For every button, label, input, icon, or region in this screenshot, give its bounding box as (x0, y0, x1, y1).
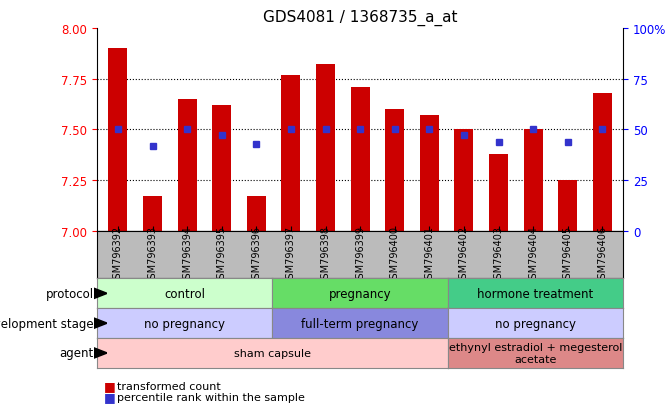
Bar (385, 110, 404, 231)
Text: pregnancy: pregnancy (329, 287, 391, 300)
Polygon shape (94, 348, 107, 358)
Text: control: control (164, 287, 205, 300)
Bar (350, 88, 370, 231)
Bar (524, 130, 543, 231)
Polygon shape (94, 318, 107, 329)
Text: no pregnancy: no pregnancy (144, 317, 225, 330)
Bar (316, 65, 335, 231)
Bar (212, 106, 231, 231)
Bar (281, 76, 300, 231)
Bar (489, 154, 508, 231)
Polygon shape (94, 288, 107, 299)
Text: full-term pregnancy: full-term pregnancy (302, 317, 419, 330)
Bar (178, 100, 196, 231)
Text: sham capsule: sham capsule (234, 348, 311, 358)
Bar (420, 116, 439, 231)
Title: GDS4081 / 1368735_a_at: GDS4081 / 1368735_a_at (263, 10, 458, 26)
Text: development stage: development stage (0, 317, 94, 330)
Text: protocol: protocol (46, 287, 94, 300)
Text: percentile rank within the sample: percentile rank within the sample (117, 392, 305, 402)
Bar (143, 197, 162, 231)
Text: hormone treatment: hormone treatment (477, 287, 594, 300)
Text: agent: agent (60, 347, 94, 360)
Text: transformed count: transformed count (117, 381, 221, 391)
Bar (454, 130, 474, 231)
Text: ■: ■ (104, 379, 116, 392)
Text: ■: ■ (104, 390, 116, 404)
Text: ethynyl estradiol + megesterol
acetate: ethynyl estradiol + megesterol acetate (449, 342, 622, 364)
Bar (109, 49, 127, 231)
Bar (593, 94, 612, 231)
Text: no pregnancy: no pregnancy (495, 317, 576, 330)
Bar (247, 197, 266, 231)
Bar (558, 181, 578, 231)
